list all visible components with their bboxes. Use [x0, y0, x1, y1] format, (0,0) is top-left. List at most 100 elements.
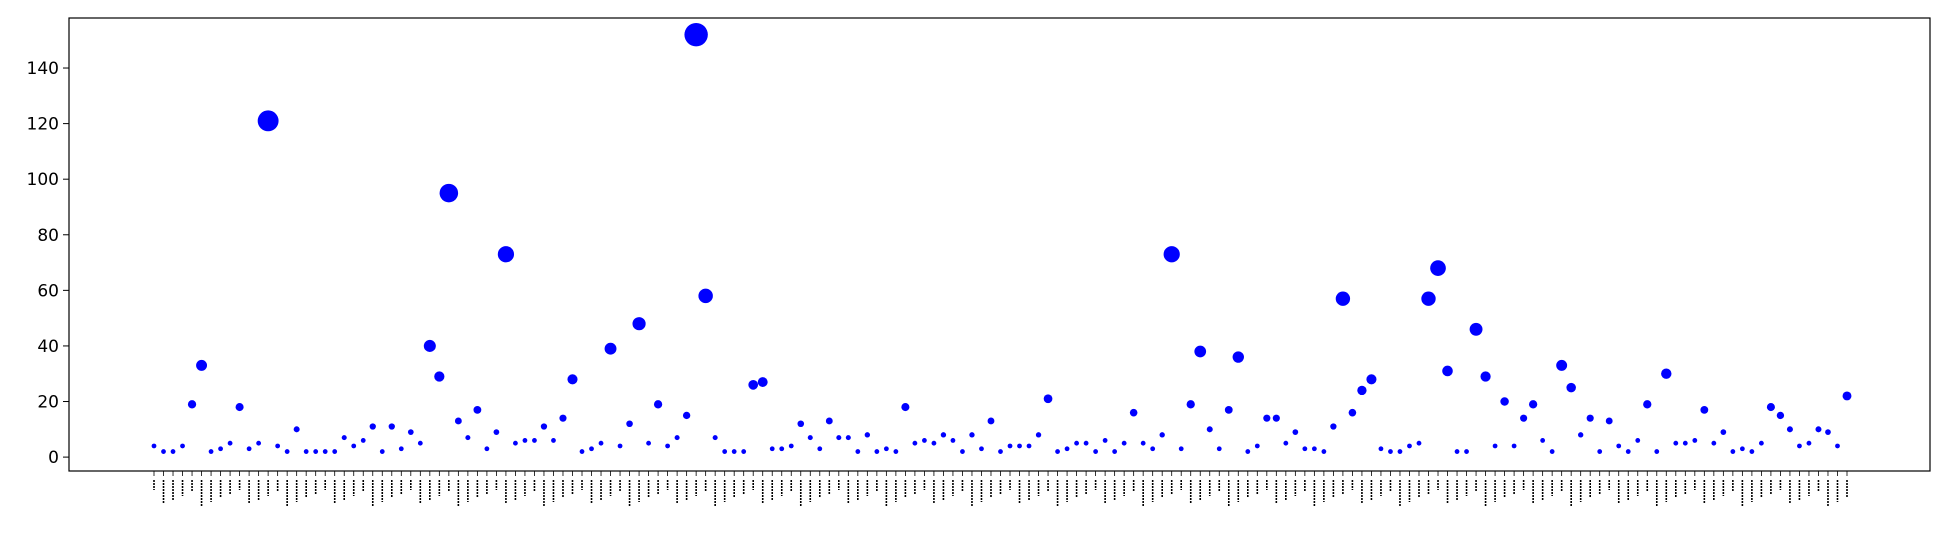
data-point	[757, 377, 768, 388]
data-point	[341, 435, 347, 441]
data-point	[1321, 449, 1327, 454]
data-point	[1682, 440, 1688, 446]
data-point	[513, 440, 518, 446]
data-point	[1194, 345, 1207, 358]
data-point	[893, 449, 899, 454]
data-point	[665, 443, 671, 449]
data-point	[1643, 400, 1652, 409]
data-point	[559, 414, 567, 422]
data-point	[303, 449, 309, 454]
data-point	[284, 449, 290, 454]
data-point	[351, 443, 357, 449]
data-point	[712, 435, 718, 441]
data-point	[434, 371, 445, 382]
data-point	[1430, 260, 1446, 276]
data-point	[1556, 359, 1568, 371]
data-point	[1480, 371, 1491, 382]
data-point	[423, 339, 436, 352]
data-point	[1711, 440, 1717, 446]
data-point	[1654, 449, 1660, 454]
data-point	[1786, 426, 1793, 433]
data-point	[1407, 443, 1412, 449]
data-point	[1464, 449, 1469, 454]
data-point	[940, 432, 947, 438]
y-tick-label: 40	[37, 337, 59, 357]
data-point	[1758, 440, 1764, 446]
data-point	[1178, 446, 1184, 452]
data-point	[1825, 429, 1831, 435]
data-point	[617, 443, 623, 449]
data-point	[1272, 414, 1280, 422]
data-point	[950, 438, 956, 443]
data-point	[987, 417, 995, 425]
y-tick-label: 0	[48, 448, 59, 468]
data-point	[1700, 405, 1709, 414]
data-point	[1074, 440, 1079, 446]
data-point	[151, 443, 157, 449]
data-point	[473, 405, 482, 414]
y-tick-label: 140	[27, 59, 59, 79]
data-point	[979, 446, 984, 452]
data-point	[845, 435, 851, 441]
data-point	[1540, 438, 1546, 443]
data-point	[632, 317, 646, 331]
data-point	[1492, 443, 1498, 449]
data-point	[1064, 446, 1070, 452]
data-point	[332, 449, 338, 454]
y-tick-label: 20	[37, 393, 59, 413]
data-point	[722, 449, 728, 454]
data-point	[1616, 443, 1622, 449]
data-point	[1586, 414, 1594, 422]
data-point	[1442, 365, 1453, 377]
data-point	[646, 440, 651, 446]
data-point	[218, 446, 223, 452]
data-point	[579, 449, 585, 454]
data-point	[1661, 368, 1672, 379]
data-point	[313, 449, 319, 454]
y-tick-label: 120	[27, 115, 59, 135]
data-point	[797, 420, 805, 428]
data-point	[1577, 432, 1584, 438]
data-point	[1330, 423, 1337, 430]
y-tick-label: 100	[27, 170, 59, 190]
data-point	[741, 449, 747, 454]
data-point	[1815, 426, 1822, 433]
data-point	[1186, 400, 1195, 409]
data-point	[901, 403, 910, 412]
data-point	[1216, 446, 1222, 452]
data-point	[1416, 440, 1422, 446]
data-point	[1150, 446, 1156, 452]
data-point	[682, 411, 691, 420]
data-point	[1163, 246, 1180, 263]
data-point	[1673, 440, 1679, 446]
data-point	[1017, 443, 1022, 449]
data-point	[1159, 432, 1165, 438]
data-point	[748, 380, 759, 390]
data-point	[1348, 408, 1357, 417]
data-point	[626, 420, 633, 428]
data-point	[969, 432, 975, 438]
data-point	[1112, 449, 1118, 454]
data-point	[1454, 449, 1460, 454]
data-point	[497, 246, 515, 263]
data-point	[1806, 440, 1812, 446]
data-point	[684, 22, 708, 47]
data-point	[522, 438, 528, 443]
data-point	[246, 446, 252, 452]
data-point	[1043, 394, 1053, 404]
data-point	[912, 440, 918, 446]
data-point	[1254, 443, 1260, 449]
data-point	[493, 429, 500, 435]
data-point	[1121, 440, 1127, 446]
data-point	[293, 426, 300, 433]
data-point	[322, 449, 328, 454]
data-point	[275, 443, 281, 449]
data-point	[1835, 443, 1840, 449]
data-point	[1766, 403, 1775, 412]
y-axis: 0 20 40 60 80 100 120 140	[27, 59, 69, 468]
data-point	[825, 417, 833, 425]
data-point	[369, 423, 376, 430]
data-point	[161, 449, 166, 454]
